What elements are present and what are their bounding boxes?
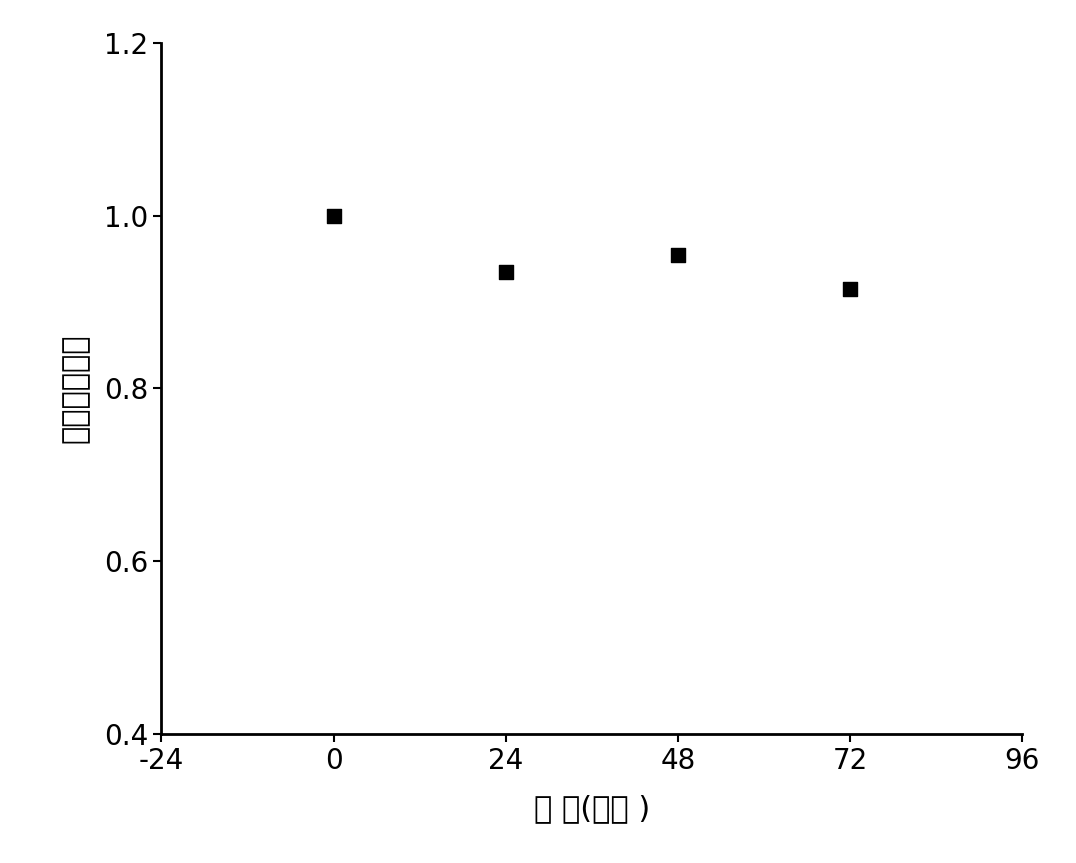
Y-axis label: 相对荧光强度: 相对荧光强度 bbox=[61, 334, 90, 443]
Point bbox=[325, 209, 342, 223]
X-axis label: 时 间(小时 ): 时 间(小时 ) bbox=[534, 794, 650, 823]
Point bbox=[841, 282, 859, 296]
Point bbox=[497, 265, 514, 279]
Point bbox=[669, 248, 686, 261]
